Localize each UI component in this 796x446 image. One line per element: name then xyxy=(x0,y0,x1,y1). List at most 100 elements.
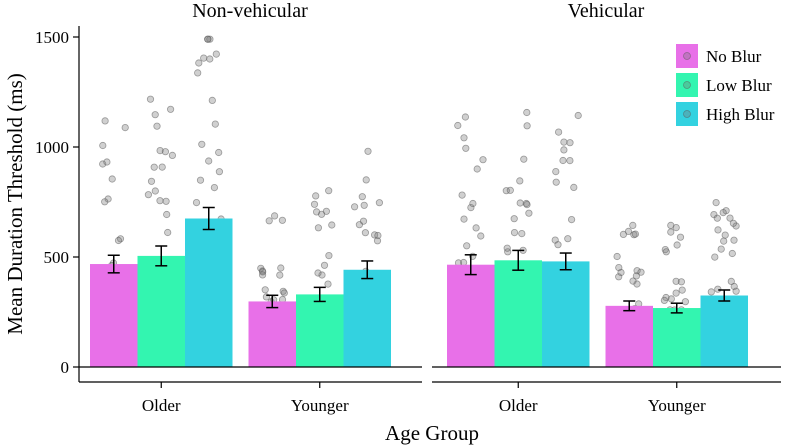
jitter-point xyxy=(167,105,175,113)
jitter-point xyxy=(574,111,582,120)
panel-title-right: Vehicular xyxy=(568,0,645,22)
jitter-point xyxy=(101,117,109,125)
legend-swatch-high-blur xyxy=(676,102,698,126)
jitter-point xyxy=(212,50,220,58)
y-tick-label-500: 500 xyxy=(44,248,70,267)
jitter-point xyxy=(673,241,681,249)
jitter-point xyxy=(320,261,329,269)
jitter-point xyxy=(711,253,719,261)
error-bar-vehicular-older-low-blur xyxy=(512,249,525,271)
jitter-point xyxy=(676,233,685,241)
jitter-point xyxy=(667,228,675,236)
jitter-point xyxy=(730,236,738,244)
jitter-point xyxy=(314,269,322,277)
jitter-point xyxy=(660,296,669,304)
jitter-point xyxy=(270,212,279,220)
jitter-point xyxy=(355,221,363,229)
jitter-point xyxy=(728,249,736,258)
jitter-point xyxy=(472,224,480,232)
jitter-point xyxy=(314,224,322,232)
bar-nonvehicular-younger-no-blur xyxy=(248,301,296,367)
jitter-point xyxy=(192,199,201,207)
jitter-point xyxy=(261,286,269,294)
jitter-point xyxy=(714,285,722,293)
bar-vehicular-older-low-blur xyxy=(494,260,542,367)
jitter-point xyxy=(518,230,526,238)
bar-vehicular-older-high-blur xyxy=(542,261,590,367)
jitter-point xyxy=(328,221,336,229)
jitter-point xyxy=(150,163,158,171)
jitter-point xyxy=(318,271,326,279)
jitter-point xyxy=(312,192,320,200)
jitter-point xyxy=(361,229,369,237)
jitter-point xyxy=(503,244,511,252)
jitter-point xyxy=(506,186,514,194)
jitter-point xyxy=(678,286,686,294)
jitter-point xyxy=(162,197,170,205)
jitter-point xyxy=(566,157,574,165)
legend-dot-high-blur xyxy=(683,110,691,118)
jitter-point xyxy=(156,197,164,205)
jitter-point xyxy=(208,96,216,105)
jitter-point xyxy=(258,271,267,279)
jitter-point xyxy=(200,54,208,62)
error-bar-vehicular-younger-high-blur xyxy=(718,289,731,302)
jitter-point xyxy=(552,178,560,186)
jitter-point xyxy=(350,203,359,211)
jitter-point xyxy=(146,95,155,103)
jitter-point xyxy=(516,177,524,185)
x-ticks: Older Younger Older Younger xyxy=(142,382,706,415)
jitter-point xyxy=(473,165,481,173)
x-tick-label-vehicular-older: Older xyxy=(499,396,538,415)
bar-nonvehicular-younger-low-blur xyxy=(296,294,344,367)
jitter-point xyxy=(161,148,169,156)
error-bar-vehicular-younger-no-blur xyxy=(623,300,636,312)
jitter-point xyxy=(461,113,469,121)
bar-nonvehicular-younger-high-blur xyxy=(343,269,391,367)
jitter-point xyxy=(732,222,740,230)
jitter-point xyxy=(324,280,332,288)
jitter-point xyxy=(566,139,574,147)
jitter-point xyxy=(516,199,524,207)
jitter-point xyxy=(158,163,166,171)
jitter-point xyxy=(206,35,214,43)
jitter-point xyxy=(720,237,728,245)
jitter-point xyxy=(729,219,738,227)
jitter-point xyxy=(460,215,468,223)
bar-vehicular-younger-no-blur xyxy=(605,305,653,367)
bars xyxy=(90,218,748,367)
jitter-point xyxy=(362,176,370,184)
jitter-point xyxy=(525,209,533,217)
jitter-point xyxy=(721,231,729,239)
error-bar-nonvehicular-younger-high-blur xyxy=(361,260,374,280)
jitter-point xyxy=(215,168,223,176)
jitter-point xyxy=(198,140,206,148)
jitter-point xyxy=(672,277,680,285)
jitter-point xyxy=(101,198,109,206)
jitter-point xyxy=(215,148,223,157)
x-tick-label-nonvehicular-older: Older xyxy=(142,396,181,415)
error-bar-vehicular-younger-low-blur xyxy=(670,302,683,314)
jitter-point xyxy=(103,158,111,166)
jitter-point xyxy=(373,237,382,245)
axes xyxy=(78,26,781,383)
jitter-point xyxy=(458,191,466,199)
bar-nonvehicular-older-low-blur xyxy=(137,255,185,367)
bar-vehicular-younger-high-blur xyxy=(700,295,748,367)
jitter-point xyxy=(325,252,333,260)
jitter-point xyxy=(559,156,567,165)
jitter-point xyxy=(726,214,734,222)
jitter-point xyxy=(667,295,675,303)
legend-label-no-blur: No Blur xyxy=(706,47,762,66)
jitter-point xyxy=(121,124,129,132)
jitter-point xyxy=(375,199,383,207)
error-bar-nonvehicular-older-high-blur xyxy=(202,206,215,231)
jitter-point xyxy=(194,69,202,77)
jitter-point xyxy=(204,35,212,43)
jitter-point xyxy=(713,214,721,222)
jitter-point xyxy=(477,232,485,240)
error-bar-vehicular-older-no-blur xyxy=(464,254,477,276)
jitter-point xyxy=(615,263,623,272)
jitter-point xyxy=(615,273,623,281)
jitter-point xyxy=(277,264,285,272)
